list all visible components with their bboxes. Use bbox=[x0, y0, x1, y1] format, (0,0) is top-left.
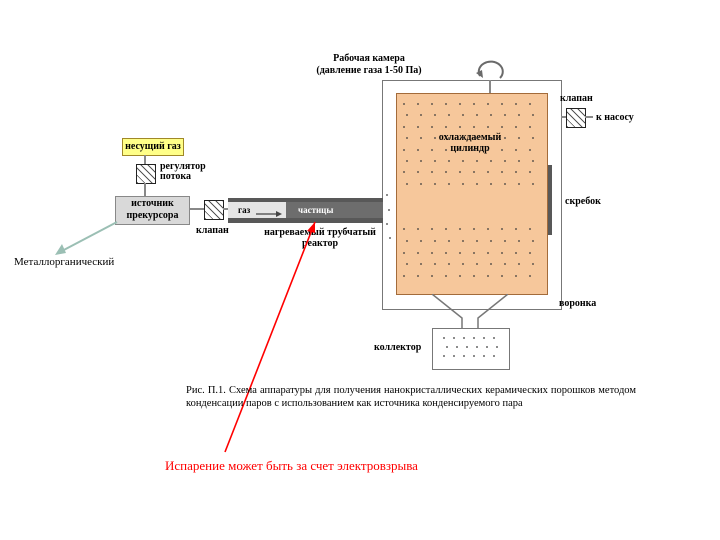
figure-caption: Рис. П.1. Схема аппаратуры для получения… bbox=[186, 384, 636, 410]
collector-label: коллектор bbox=[374, 342, 421, 353]
reactor-l1: нагреваемый трубчатый bbox=[264, 227, 376, 238]
mid-valve bbox=[204, 200, 224, 220]
line-carrier-to-hatch bbox=[144, 155, 146, 164]
scraper-label: скребок bbox=[565, 196, 601, 207]
top-valve bbox=[566, 108, 586, 128]
line-rotate-to-cyl bbox=[489, 80, 491, 93]
gas-arrow-icon bbox=[256, 210, 282, 218]
cold-cyl-label: охлаждаемый цилиндр bbox=[410, 132, 530, 154]
top-valve-label: клапан bbox=[560, 93, 593, 104]
cold-cyl-l2: цилиндр bbox=[450, 143, 489, 154]
bottom-annotation-text: Испарение может быть за счет электровзры… bbox=[165, 458, 418, 474]
left-annotation-text: Металлорганический bbox=[14, 256, 114, 268]
flow-reg-l2: потока bbox=[160, 171, 191, 182]
rotation-arrow-icon bbox=[472, 56, 512, 88]
funnel-label: воронка bbox=[559, 298, 596, 309]
reactor-label: нагреваемый трубчатый реактор bbox=[255, 227, 385, 249]
tube-gas-label: газ bbox=[238, 205, 250, 215]
tube-bottom-bar bbox=[228, 218, 383, 223]
mid-valve-label: клапан bbox=[196, 225, 229, 236]
collector-rect bbox=[432, 328, 510, 370]
to-pump-label: к насосу bbox=[596, 112, 634, 123]
reactor-l2: реактор bbox=[302, 238, 338, 249]
flow-regulator-valve bbox=[136, 164, 156, 184]
precursor-l1: источник bbox=[131, 198, 174, 209]
carrier-gas-label: несущий газ bbox=[125, 141, 181, 152]
cooled-cylinder bbox=[396, 93, 548, 295]
chamber-title: Рабочая камера (давление газа 1-50 Па) bbox=[284, 53, 454, 77]
carrier-gas-box: несущий газ bbox=[122, 138, 184, 156]
chamber-title-l1: Рабочая камера bbox=[333, 53, 405, 64]
cold-cyl-l1: охлаждаемый bbox=[439, 132, 502, 143]
scraper-bar bbox=[548, 165, 552, 235]
line-precursor-to-valve bbox=[189, 208, 204, 210]
tube-particles-label: частицы bbox=[298, 205, 333, 215]
precursor-box: источник прекурсора bbox=[115, 196, 190, 225]
line-top-valve-out bbox=[585, 116, 593, 118]
chamber-title-l2: (давление газа 1-50 Па) bbox=[316, 65, 421, 76]
flow-regulator-label: регулятор потока bbox=[160, 162, 206, 182]
funnel-icon bbox=[432, 294, 508, 328]
line-hatch-to-precursor bbox=[144, 183, 146, 196]
precursor-l2: прекурсора bbox=[127, 210, 179, 221]
